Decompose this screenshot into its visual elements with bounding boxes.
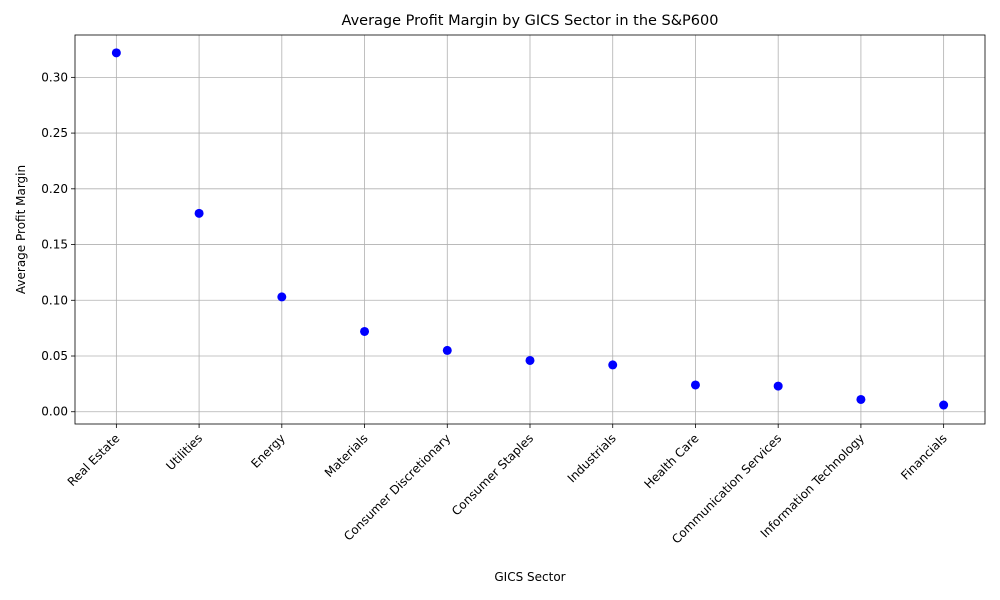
data-point [442,345,452,355]
data-point [690,380,700,390]
data-point [773,381,783,391]
data-point [856,394,866,404]
x-tick-label: Energy [248,431,288,471]
data-points [111,48,949,410]
y-axis-label: Average Profit Margin [14,165,28,294]
data-point [111,48,121,58]
axis-ticks: 0.00 0.05 0.10 0.15 0.20 0.25 0.30 Real Estate U… [41,70,949,546]
x-axis-label: GICS Sector [494,570,565,584]
y-tick-label: 0.05 [41,349,68,363]
y-tick-label: 0.30 [41,70,68,84]
x-tick-label: Industrials [565,431,619,485]
x-tick-label: Consumer Staples [449,431,536,518]
x-tick-label: Utilities [163,431,205,473]
data-point [194,208,204,218]
y-tick-label: 0.20 [41,182,68,196]
y-tick-label: 0.15 [41,238,68,252]
y-tick-label: 0.00 [41,405,68,419]
y-tick-label: 0.10 [41,293,68,307]
chart-title: Average Profit Margin by GICS Sector in … [342,13,719,29]
y-tick-label: 0.25 [41,126,68,140]
data-point [360,326,370,336]
x-tick-label: Health Care [641,431,701,491]
x-tick-label: Real Estate [65,431,123,489]
x-tick-label: Financials [898,431,949,482]
data-point [277,292,287,302]
data-point [939,400,949,410]
grid [75,35,985,424]
data-point [525,355,535,365]
x-tick-label: Materials [322,431,371,480]
data-point [608,360,618,370]
